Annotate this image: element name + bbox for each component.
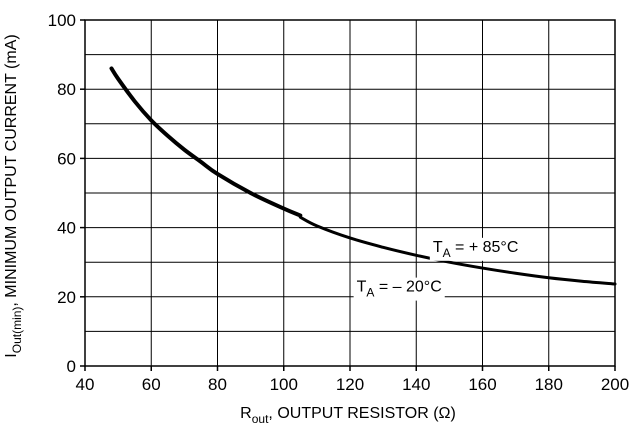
annotation-85c-main: T xyxy=(433,239,443,256)
x-axis-label-rest: , OUTPUT RESISTOR (Ω) xyxy=(268,405,455,422)
annotation-85c-background xyxy=(429,237,522,261)
y-tick-label: 20 xyxy=(57,288,76,307)
x-tick-label: 60 xyxy=(142,375,161,394)
y-tick-label: 100 xyxy=(48,11,76,30)
annotation-minus20c: TA = – 20°C xyxy=(357,279,442,300)
y-tick-label: 40 xyxy=(57,219,76,238)
x-tick-label: 40 xyxy=(76,375,95,394)
annotation-85c-sub: A xyxy=(443,246,451,260)
tick-labels: 40 60 80 100 120 140 160 180 200 0 20 40 60 80 100 xyxy=(48,11,630,394)
x-tick-label: 160 xyxy=(468,375,496,394)
x-tick-label: 180 xyxy=(535,375,563,394)
annotation-minus20c-rest: = – 20°C xyxy=(374,279,441,296)
y-tick-label: 60 xyxy=(57,149,76,168)
series-line-minus20c xyxy=(109,66,303,218)
annotation-minus20c-sub: A xyxy=(366,286,374,300)
series-layer xyxy=(109,66,617,286)
x-axis-label-main: R xyxy=(240,405,252,422)
y-axis-label-sub: Out(min) xyxy=(10,307,24,354)
x-tick-label: 120 xyxy=(336,375,364,394)
x-axis-label-sub: out xyxy=(252,412,269,425)
x-tick-label: 140 xyxy=(402,375,430,394)
annotation-85c: TA = + 85°C xyxy=(433,239,519,260)
y-tick-label: 80 xyxy=(57,80,76,99)
x-axis-label: Rout, OUTPUT RESISTOR (Ω) xyxy=(240,405,456,425)
x-tick-label: 100 xyxy=(270,375,298,394)
y-tick-label: 0 xyxy=(67,357,76,376)
grid xyxy=(85,20,615,366)
annotation-minus20c-background xyxy=(353,277,445,301)
y-axis-label: IOut(min), MINIMUM OUTPUT CURRENT (mA) xyxy=(3,34,24,357)
annotation-85c-rest: = + 85°C xyxy=(451,239,519,256)
plot-frame xyxy=(80,19,616,371)
y-axis-label-rest: , MINIMUM OUTPUT CURRENT (mA) xyxy=(3,34,20,306)
x-tick-label: 200 xyxy=(601,375,629,394)
x-tick-label: 80 xyxy=(208,375,227,394)
y-axis-label-main: I xyxy=(3,353,20,357)
annotations: TA = + 85°C TA = – 20°C xyxy=(353,237,522,301)
series-line-85c xyxy=(298,215,617,286)
annotation-minus20c-main: T xyxy=(357,279,367,296)
